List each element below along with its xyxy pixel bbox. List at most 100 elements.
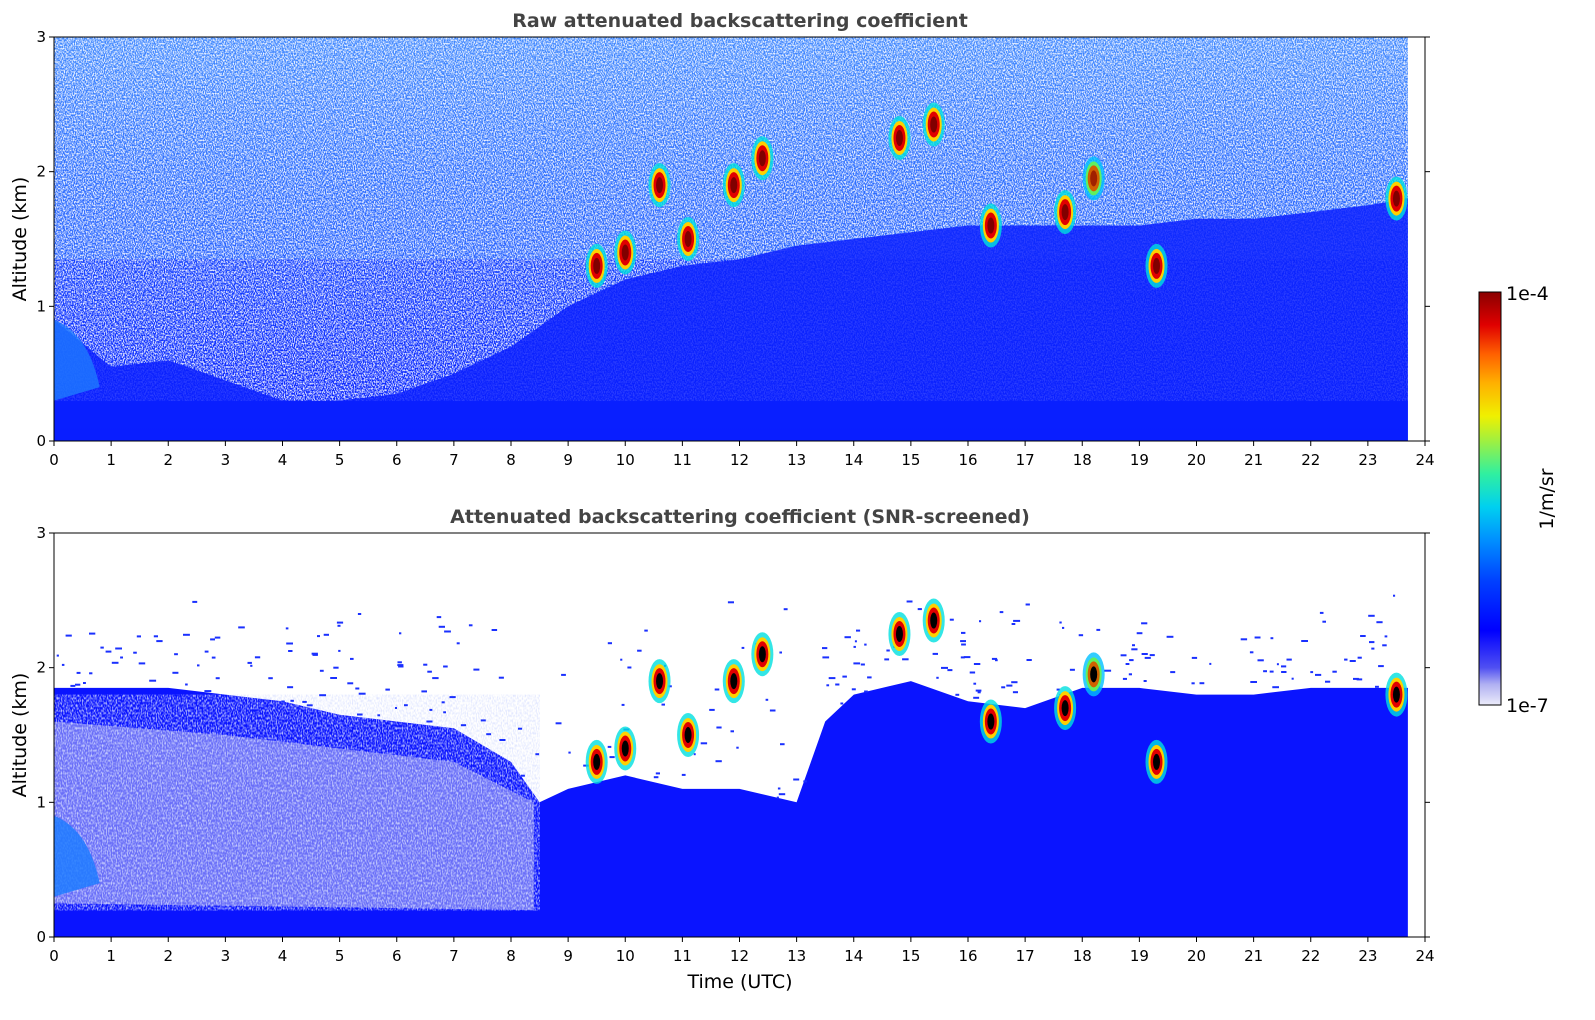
screened-noise-speck bbox=[991, 657, 998, 660]
screened-noise-speck bbox=[1141, 653, 1148, 655]
screened-backscatter-panel: Attenuated backscattering coefficient (S… bbox=[9, 506, 1435, 993]
screened-noise-speck bbox=[741, 646, 745, 649]
screened-noise-speck bbox=[75, 683, 81, 686]
cloud-feature bbox=[614, 726, 637, 771]
x-tick-label: 11 bbox=[673, 947, 692, 965]
screened-noise-speck bbox=[1199, 682, 1205, 685]
screened-noise-speck bbox=[404, 704, 408, 707]
screened-noise-speck bbox=[955, 693, 960, 696]
screened-noise-speck bbox=[427, 670, 432, 673]
x-tick-label: 7 bbox=[449, 451, 459, 469]
screened-noise-speck bbox=[851, 688, 856, 691]
screened-noise-speck bbox=[1360, 635, 1366, 637]
screened-noise-speck bbox=[438, 625, 445, 628]
screened-noise-speck bbox=[1141, 622, 1148, 625]
y-tick-label: 2 bbox=[36, 163, 46, 181]
cloud-peak bbox=[730, 673, 738, 690]
x-tick-label: 7 bbox=[449, 947, 459, 965]
screened-noise-speck bbox=[835, 683, 840, 686]
screened-noise-speck bbox=[153, 635, 158, 638]
screened-noise-speck bbox=[620, 658, 623, 661]
screened-noise-speck bbox=[1209, 662, 1212, 665]
cloud-peak bbox=[758, 646, 766, 663]
screened-noise-speck bbox=[1272, 686, 1279, 689]
screened-noise-speck bbox=[247, 661, 252, 664]
y-tick-label: 2 bbox=[36, 659, 46, 677]
screened-noise-speck bbox=[288, 650, 293, 652]
screened-noise-speck bbox=[1006, 684, 1013, 687]
screened-noise-speck bbox=[120, 656, 123, 659]
screened-noise-speck bbox=[1270, 637, 1274, 640]
screened-noise-speck bbox=[568, 751, 571, 754]
screened-noise-speck bbox=[864, 643, 867, 646]
screened-noise-speck bbox=[423, 663, 428, 666]
screened-noise-speck bbox=[1143, 680, 1147, 682]
raw-heatmap-area bbox=[54, 37, 1408, 441]
screened-noise-speck bbox=[779, 651, 782, 654]
x-tick-label: 16 bbox=[958, 947, 977, 965]
screened-noise-speck bbox=[961, 643, 966, 646]
screened-noise-speck bbox=[319, 669, 324, 672]
screened-noise-speck bbox=[607, 745, 612, 748]
y-tick-label: 3 bbox=[36, 28, 46, 46]
raw-y-axis-label: Altitude (km) bbox=[9, 177, 31, 302]
raw-x-axis: 0 1 2 3 4 5 6 7 8 9 10 11 12 13 14 15 16 17 18 19 20 21 22 23 24 bbox=[49, 441, 1435, 469]
screened-noise-speck bbox=[1128, 673, 1132, 676]
screened-noise-speck bbox=[281, 700, 285, 703]
colorbar-max-label: 1e-4 bbox=[1506, 283, 1549, 305]
screened-noise-speck bbox=[1376, 621, 1383, 624]
screened-noise-speck bbox=[1104, 669, 1112, 672]
screened-noise-speck bbox=[1281, 665, 1287, 668]
screened-noise-speck bbox=[89, 672, 93, 675]
cloud-peak bbox=[1153, 257, 1161, 274]
screened-noise-speck bbox=[644, 629, 648, 632]
cloud-feature bbox=[585, 243, 608, 288]
screened-noise-speck bbox=[867, 676, 872, 679]
screened-noise-speck bbox=[1353, 677, 1359, 680]
screened-noise-speck bbox=[337, 624, 341, 627]
screened-noise-speck bbox=[172, 671, 179, 674]
screened-noise-speck bbox=[306, 704, 313, 707]
screened-noise-speck bbox=[844, 636, 851, 639]
screened-noise-speck bbox=[290, 699, 294, 702]
cloud-feature bbox=[585, 739, 608, 784]
screened-noise-speck bbox=[1129, 659, 1134, 662]
screened-noise-speck bbox=[886, 649, 890, 652]
cloud-feature bbox=[1082, 156, 1105, 201]
screened-noise-speck bbox=[100, 646, 104, 649]
cloud-peak bbox=[730, 177, 738, 194]
screened-noise-speck bbox=[204, 650, 209, 653]
screened-noise-speck bbox=[1254, 636, 1261, 639]
screened-noise-speck bbox=[1332, 670, 1337, 673]
screened-noise-speck bbox=[655, 772, 660, 775]
screened-noise-speck bbox=[460, 724, 467, 727]
screened-noise-speck bbox=[1257, 659, 1264, 662]
cloud-feature bbox=[1054, 190, 1077, 235]
screened-noise-speck bbox=[357, 713, 363, 716]
screened-noise-speck bbox=[499, 739, 506, 741]
x-tick-label: 18 bbox=[1073, 947, 1092, 965]
screened-noise-speck bbox=[1393, 594, 1396, 597]
screened-noise-speck bbox=[397, 661, 402, 664]
cloud-feature bbox=[722, 163, 745, 208]
x-tick-label: 24 bbox=[1415, 947, 1434, 965]
colorbar-min-label: 1e-7 bbox=[1506, 695, 1549, 717]
screened-noise-speck bbox=[963, 656, 971, 659]
screened-noise-speck bbox=[1120, 654, 1127, 657]
screened-noise-speck bbox=[884, 658, 890, 661]
screened-noise-speck bbox=[973, 663, 981, 665]
screened-noise-speck bbox=[1310, 671, 1314, 674]
screened-noise-speck bbox=[961, 631, 966, 634]
cloud-peak bbox=[1153, 753, 1161, 770]
cloud-peak bbox=[895, 130, 903, 146]
screened-noise-speck bbox=[864, 690, 868, 693]
screened-noise-speck bbox=[138, 662, 146, 665]
screened-noise-speck bbox=[444, 630, 451, 633]
x-tick-label: 0 bbox=[49, 451, 59, 469]
screened-noise-speck bbox=[136, 635, 141, 638]
screened-noise-speck bbox=[456, 642, 460, 645]
cloud-feature bbox=[1054, 686, 1077, 731]
x-tick-label: 13 bbox=[787, 947, 806, 965]
screened-noise-speck bbox=[700, 742, 708, 745]
screened-noise-speck bbox=[174, 653, 178, 656]
